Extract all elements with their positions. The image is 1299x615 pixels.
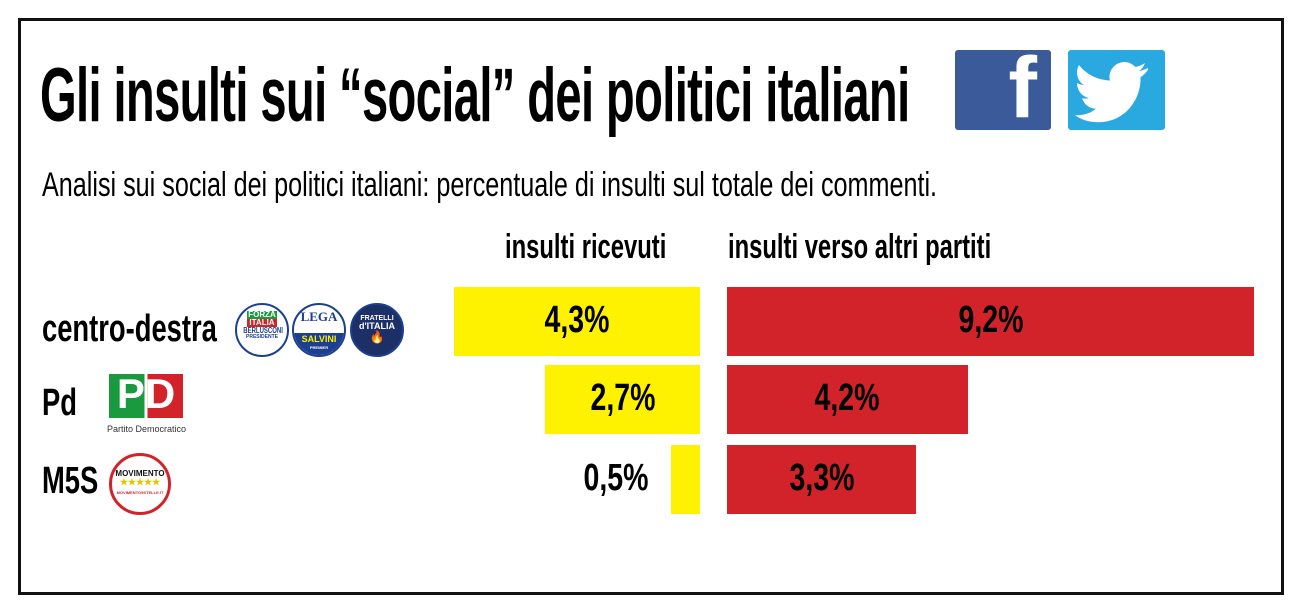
- bar-towards-centro-destra: [727, 287, 1255, 356]
- bar-towards-Pd: [727, 365, 968, 434]
- value-label-towards: 4,2%: [814, 377, 880, 419]
- chart-title: Gli insulti sui “social” dei politici it…: [40, 53, 910, 138]
- value-label-towards: 3,3%: [789, 457, 855, 499]
- pd-logo: PD Partito Democratico: [107, 370, 187, 434]
- m5s-logo: MOVIMENTO ★★★★★ MOVIMENTO5STELLE.IT: [109, 453, 171, 515]
- chart-frame: [18, 18, 1284, 595]
- flame-icon: 🔥: [369, 330, 385, 344]
- legend-received: insulti ricevuti: [505, 228, 667, 266]
- value-label-received: 4,3%: [544, 299, 610, 341]
- value-label-received: 0,5%: [583, 457, 649, 499]
- category-label: Pd: [42, 382, 77, 424]
- twitter-icon: [1068, 50, 1165, 130]
- legend-towards: insulti verso altri partiti: [728, 228, 992, 266]
- forza-italia-logo: FORZA ITALIA BERLUSCONI PRESIDENTE: [235, 303, 289, 357]
- value-label-received: 2,7%: [590, 377, 656, 419]
- category-label: centro-destra: [42, 308, 217, 350]
- lega-logo: LEGA SALVINI PREMIER: [292, 303, 346, 357]
- bar-received-Pd: [545, 365, 700, 434]
- bar-received-centro-destra: [453, 287, 700, 356]
- category-label: M5S: [42, 460, 99, 502]
- fratelli-italia-logo: FRATELLI d'ITALIA 🔥: [350, 303, 404, 357]
- facebook-icon: f: [955, 40, 1051, 136]
- bar-received-M5S: [671, 445, 700, 514]
- chart-subtitle: Analisi sui social dei politici italiani…: [42, 166, 938, 204]
- bar-towards-M5S: [727, 445, 917, 514]
- value-label-towards: 9,2%: [958, 299, 1024, 341]
